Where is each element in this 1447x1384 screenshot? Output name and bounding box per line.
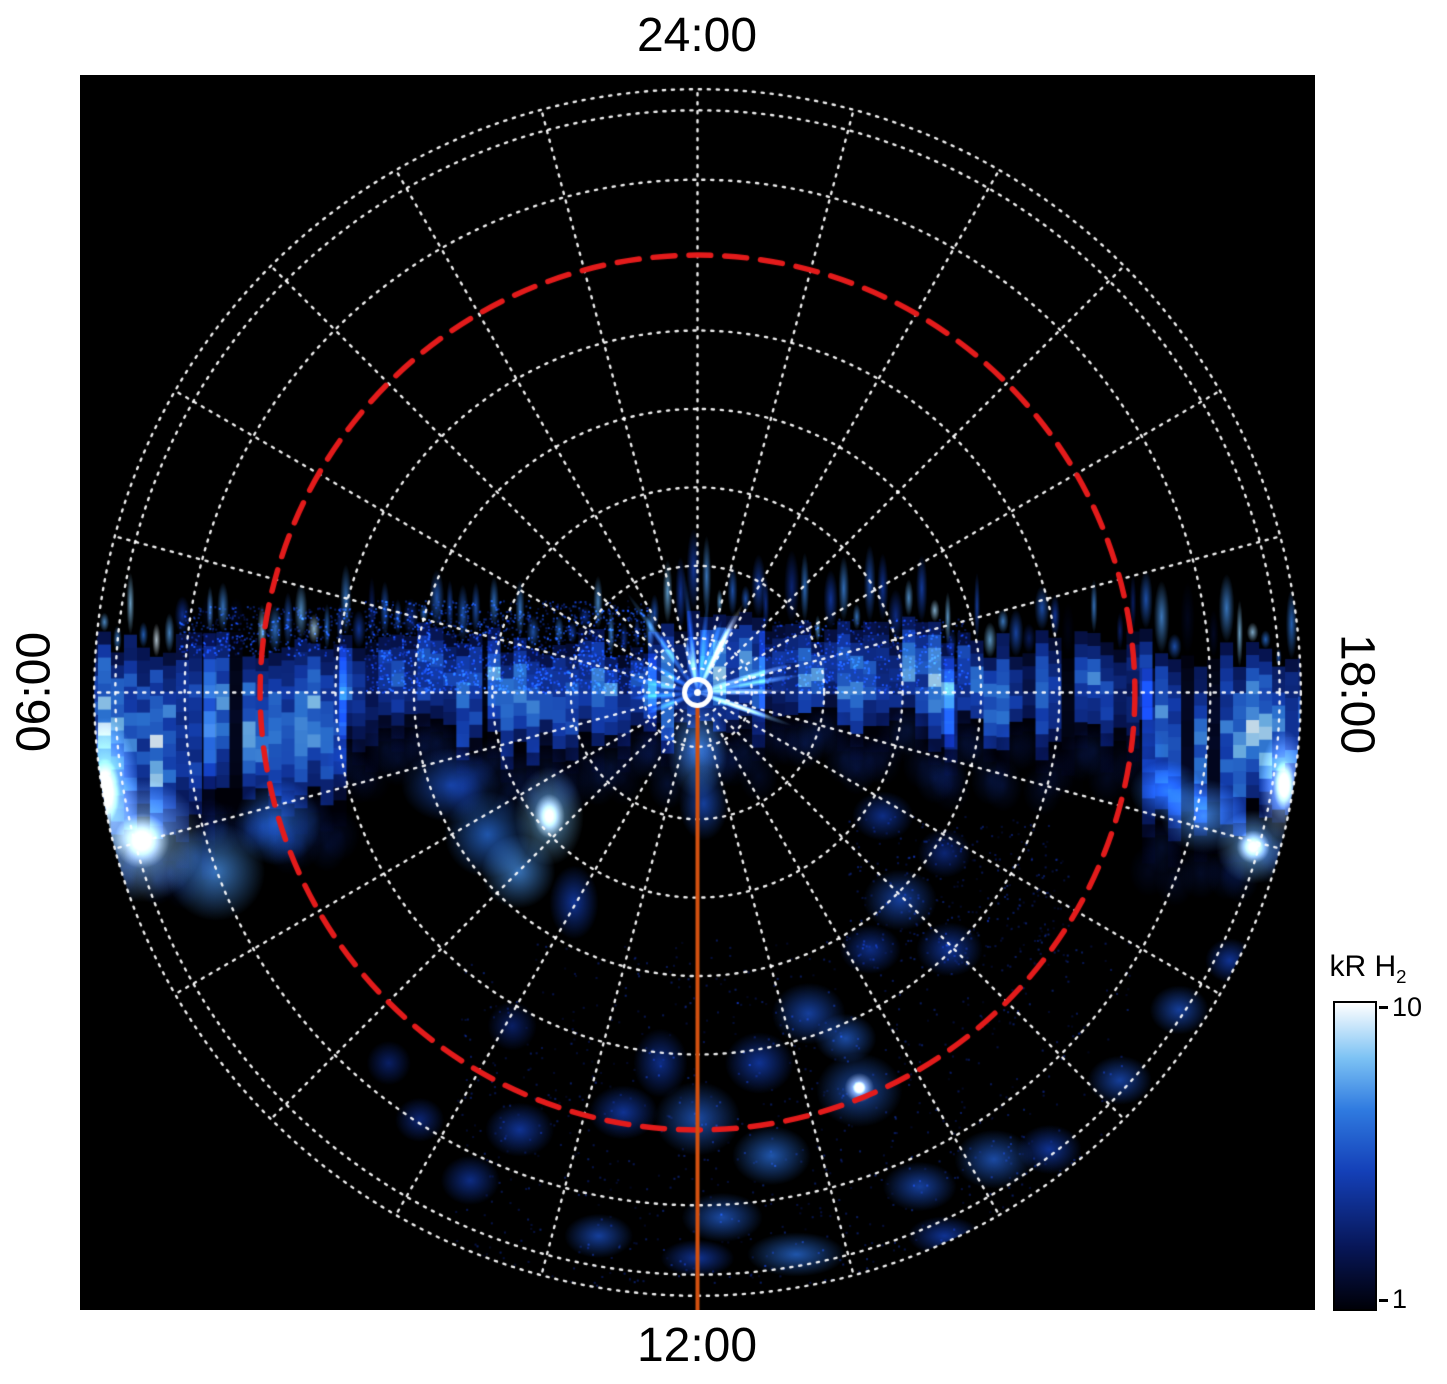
time-label-1800: 18:00 xyxy=(1330,633,1384,755)
colorbar xyxy=(1333,1001,1377,1311)
time-label-1200: 12:00 xyxy=(636,1319,758,1372)
time-label-0600: 06:00 xyxy=(7,631,61,753)
colorbar-max-tick xyxy=(1379,1006,1388,1009)
time-label-2400: 24:00 xyxy=(636,9,758,62)
colorbar-min-label: 1 xyxy=(1392,1284,1408,1314)
polar-plot xyxy=(80,75,1315,1310)
colorbar-title-text: kR H xyxy=(1329,950,1397,983)
colorbar-min-tick xyxy=(1379,1299,1388,1302)
colorbar-title-subscript: 2 xyxy=(1396,966,1407,987)
colorbar-title: kR H2 xyxy=(1329,950,1406,988)
polar-plot-canvas xyxy=(80,75,1315,1310)
colorbar-gradient xyxy=(1335,1003,1375,1309)
colorbar-max-label: 10 xyxy=(1392,992,1423,1022)
